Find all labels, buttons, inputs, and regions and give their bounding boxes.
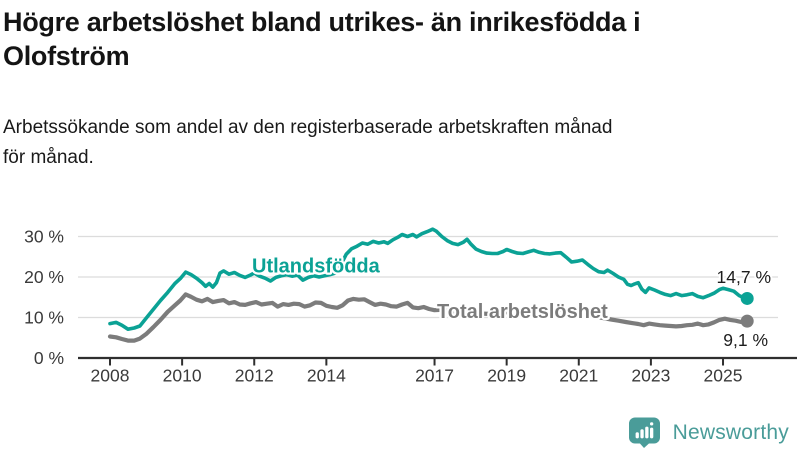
title-line-1: Högre arbetslöshet bland utrikes- än inr…	[3, 7, 641, 37]
chart-subtitle: Arbetssökande som andel av den registerb…	[3, 113, 797, 173]
y-tick-label-10pct: 10 %	[24, 308, 64, 328]
unemployment-line-chart: 2008 2010 2012 2014 2017 2019 2021 2023 2025 0 % 1…	[24, 227, 797, 386]
series-end-value-0: 9,1 %	[723, 330, 768, 350]
x-tick-label-2010: 2010	[163, 366, 202, 386]
series-end-dot-1	[740, 291, 754, 305]
page-title: Högre arbetslöshet bland utrikes- än inr…	[3, 5, 797, 73]
newsworthy-logo-icon	[628, 417, 660, 448]
subtitle-line-2: för månad.	[3, 147, 94, 168]
series-end-value-1: 14,7 %	[717, 267, 771, 287]
series-end-dot-0	[740, 314, 754, 328]
x-tick-label-2008: 2008	[91, 366, 130, 386]
series-line-1	[108, 227, 749, 331]
x-tick-label-2012: 2012	[235, 366, 274, 386]
subtitle-line-1: Arbetssökande som andel av den registerb…	[3, 117, 613, 138]
x-tick-label-2019: 2019	[487, 366, 526, 386]
y-tick-label-30pct: 30 %	[24, 227, 64, 247]
x-tick-label-2021: 2021	[559, 366, 598, 386]
x-tick-label-2017: 2017	[415, 366, 454, 386]
x-tick-label-2025: 2025	[704, 366, 743, 386]
x-tick-label-2023: 2023	[631, 366, 670, 386]
series-line-0	[107, 292, 750, 343]
y-tick-label-0pct: 0 %	[34, 348, 64, 368]
x-tick-label-2014: 2014	[307, 366, 346, 386]
title-line-2: Olofström	[3, 41, 130, 71]
series-label-1: Utlandsfödda	[252, 256, 381, 278]
series-label-0: Total arbetslöshet	[437, 301, 608, 323]
newsworthy-logo-text: Newsworthy	[672, 420, 789, 444]
newsworthy-logo: Newsworthy	[628, 417, 789, 448]
y-tick-label-20pct: 20 %	[24, 267, 64, 287]
